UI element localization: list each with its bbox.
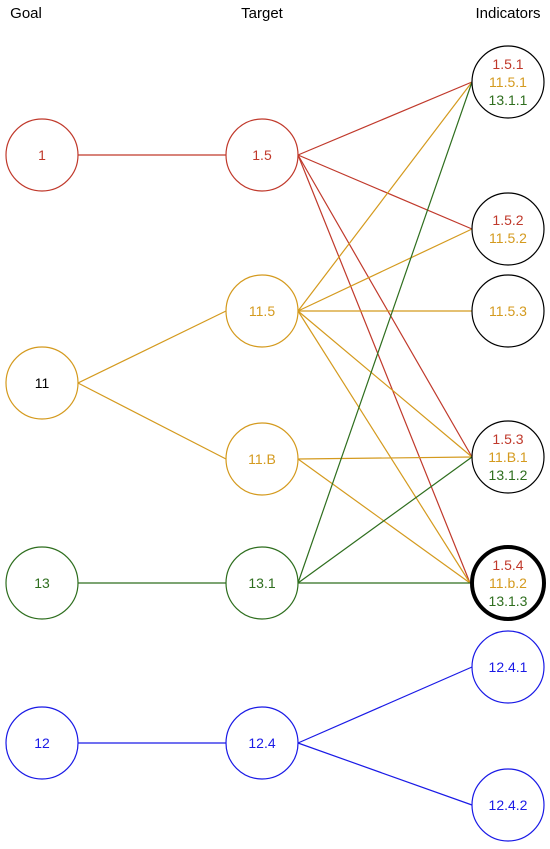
edge-t11_B-to-i4	[297, 456, 473, 460]
goal-node-11: 11	[5, 346, 79, 420]
indicators-column-header: Indicators	[475, 5, 540, 22]
indicator-node-1-5-2: 1.5.2 11.5.2	[471, 192, 545, 266]
target-label: 11.5	[249, 303, 275, 319]
edge-t13_1-to-i1	[297, 81, 473, 584]
goal-label: 12	[34, 735, 50, 751]
indicator-circle	[471, 420, 545, 494]
indicator-node-1-5-4: 1.5.4 11.b.2 13.1.3	[470, 545, 546, 621]
target-circle	[225, 706, 299, 780]
goal-circle	[5, 546, 79, 620]
edge-t11_5-to-i4	[297, 310, 473, 458]
edge-t12_4-to-i7	[297, 742, 473, 806]
goal-label: 1	[38, 147, 46, 163]
indicator-code: 1.5.1	[492, 56, 523, 72]
indicator-code: 12.4.2	[489, 797, 528, 813]
indicator-node-12-4-1: 12.4.1	[471, 630, 545, 704]
edge-t1_5-to-i2	[297, 154, 473, 230]
indicator-node-1-5-1: 1.5.1 11.5.1 13.1.1	[471, 45, 545, 119]
goal-label: 13	[34, 575, 50, 591]
target-node-13-1: 13.1	[225, 546, 299, 620]
nodes-layer: 11113121.511.511.B13.112.41.5.111.5.113.…	[5, 45, 546, 842]
indicator-circle	[471, 768, 545, 842]
goal-node-1: 1	[5, 118, 79, 192]
indicator-code: 11.B.1	[488, 449, 528, 465]
target-node-12-4: 12.4	[225, 706, 299, 780]
indicator-circle	[471, 274, 545, 348]
target-circle	[225, 422, 299, 496]
goal-node-12: 12	[5, 706, 79, 780]
target-label: 11.B	[248, 451, 276, 467]
goal-circle	[5, 118, 79, 192]
indicator-code: 13.1.2	[489, 467, 528, 483]
edge-t1_5-to-i1	[297, 81, 473, 156]
target-circle	[225, 546, 299, 620]
indicator-node-12-4-2: 12.4.2	[471, 768, 545, 842]
indicator-code: 1.5.4	[492, 557, 523, 573]
goal-circle	[5, 706, 79, 780]
goal-label: 11	[35, 375, 50, 391]
edge-g11-to-t11_B	[77, 382, 227, 460]
highlighted-indicator-circle	[470, 545, 546, 621]
indicator-circle	[471, 192, 545, 266]
target-circle	[225, 118, 299, 192]
edge-t13_1-to-i4	[297, 456, 473, 584]
edge-t1_5-to-i5	[297, 154, 471, 584]
indicator-code: 11.5.1	[489, 74, 527, 90]
indicator-node-1-5-3: 1.5.3 11.B.1 13.1.2	[471, 420, 545, 494]
indicator-node-11-5-3: 11.5.3	[471, 274, 545, 348]
indicator-code: 1.5.2	[492, 212, 523, 228]
edge-t11_5-to-i2	[297, 228, 473, 312]
indicator-code: 11.5.3	[489, 303, 527, 319]
edge-t11_5-to-i1	[297, 81, 473, 312]
indicator-circle	[471, 630, 545, 704]
edge-g11-to-t11_5	[77, 310, 227, 384]
target-label: 12.4	[248, 735, 275, 751]
target-label: 13.1	[248, 575, 275, 591]
edge-t11_5-to-i5	[297, 310, 471, 584]
indicator-code: 11.b.2	[489, 575, 527, 591]
edge-t1_5-to-i4	[297, 154, 473, 458]
indicator-code: 13.1.1	[489, 92, 528, 108]
target-column-header: Target	[241, 5, 284, 22]
target-node-11-B: 11.B	[225, 422, 299, 496]
goal-column-header: Goal	[10, 5, 42, 22]
indicator-circle	[471, 45, 545, 119]
target-label: 1.5	[252, 147, 272, 163]
indicator-code: 12.4.1	[489, 659, 528, 675]
goal-circle	[5, 346, 79, 420]
goal-node-13: 13	[5, 546, 79, 620]
target-circle	[225, 274, 299, 348]
edges-layer	[77, 81, 473, 806]
target-node-11-5: 11.5	[225, 274, 299, 348]
indicator-code: 11.5.2	[489, 230, 527, 246]
indicator-code: 13.1.3	[489, 593, 528, 609]
edge-t12_4-to-i6	[297, 666, 473, 744]
indicator-code: 1.5.3	[492, 431, 523, 447]
target-node-1-5: 1.5	[225, 118, 299, 192]
